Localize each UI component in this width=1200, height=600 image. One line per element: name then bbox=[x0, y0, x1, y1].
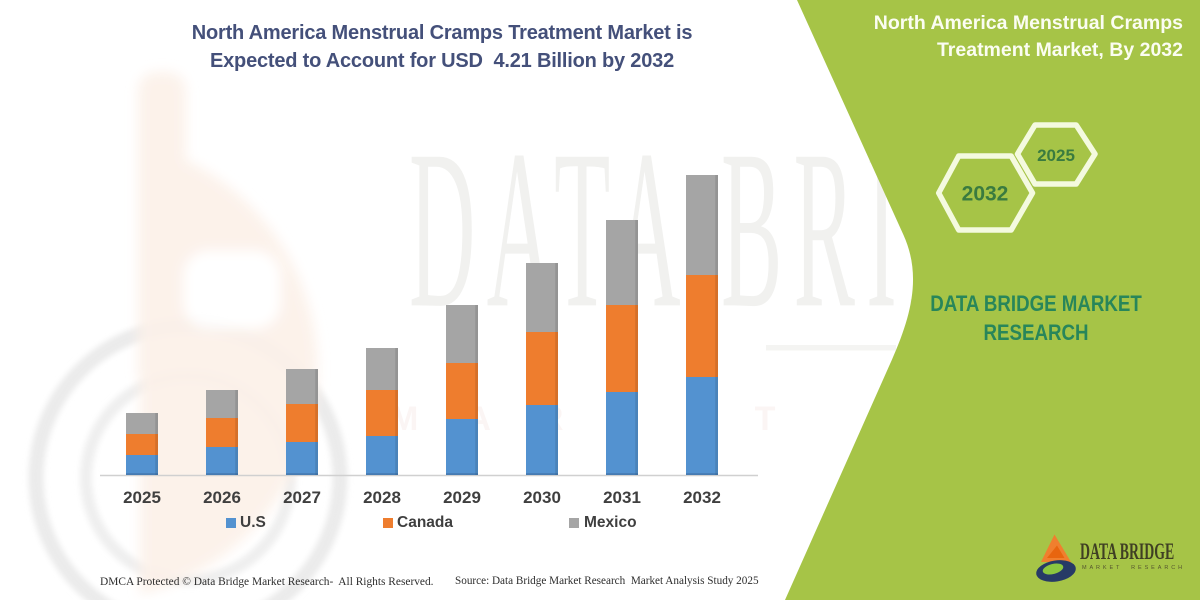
svg-text:2025: 2025 bbox=[1037, 146, 1075, 165]
svg-text:2032: 2032 bbox=[962, 183, 1009, 206]
